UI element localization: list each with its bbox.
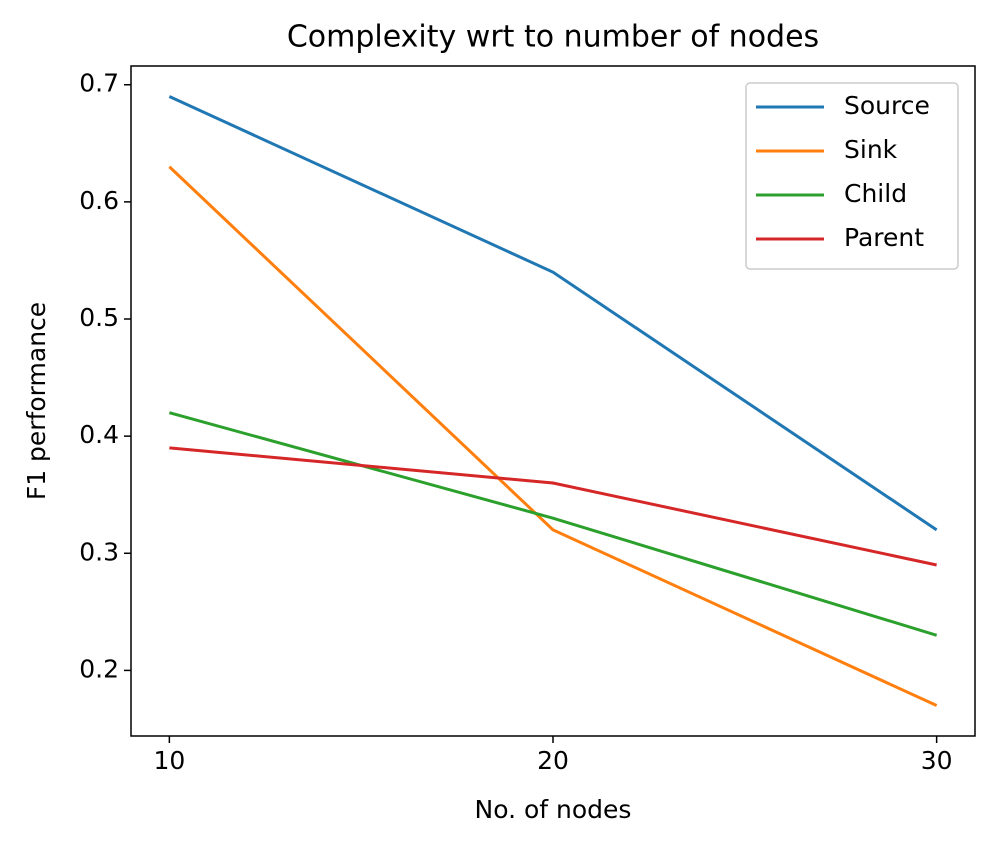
legend-box	[745, 82, 959, 270]
legend-label: Source	[844, 91, 930, 120]
legend-label: Sink	[844, 135, 898, 164]
series-line	[168, 95, 938, 532]
legend-label: Child	[844, 179, 907, 208]
y-tick-label: 0.6	[79, 186, 119, 215]
y-axis-label: F1 performance	[22, 302, 51, 500]
chart-title: Complexity wrt to number of nodes	[287, 20, 819, 55]
series-line	[168, 411, 938, 637]
plot-frame	[130, 65, 976, 737]
x-tick-label: 20	[537, 746, 569, 775]
y-tick-label: 0.4	[79, 420, 119, 449]
y-tick-label: 0.3	[79, 537, 119, 566]
x-tick-label: 30	[921, 746, 953, 775]
series-line	[168, 165, 938, 707]
y-tick-label: 0.2	[79, 654, 119, 683]
series-line	[169, 446, 937, 567]
x-axis-label: No. of nodes	[475, 795, 632, 824]
x-tick-label: 10	[153, 746, 185, 775]
legend-label: Parent	[844, 223, 924, 252]
y-tick-label: 0.5	[79, 303, 119, 332]
y-tick-label: 0.7	[79, 69, 119, 98]
